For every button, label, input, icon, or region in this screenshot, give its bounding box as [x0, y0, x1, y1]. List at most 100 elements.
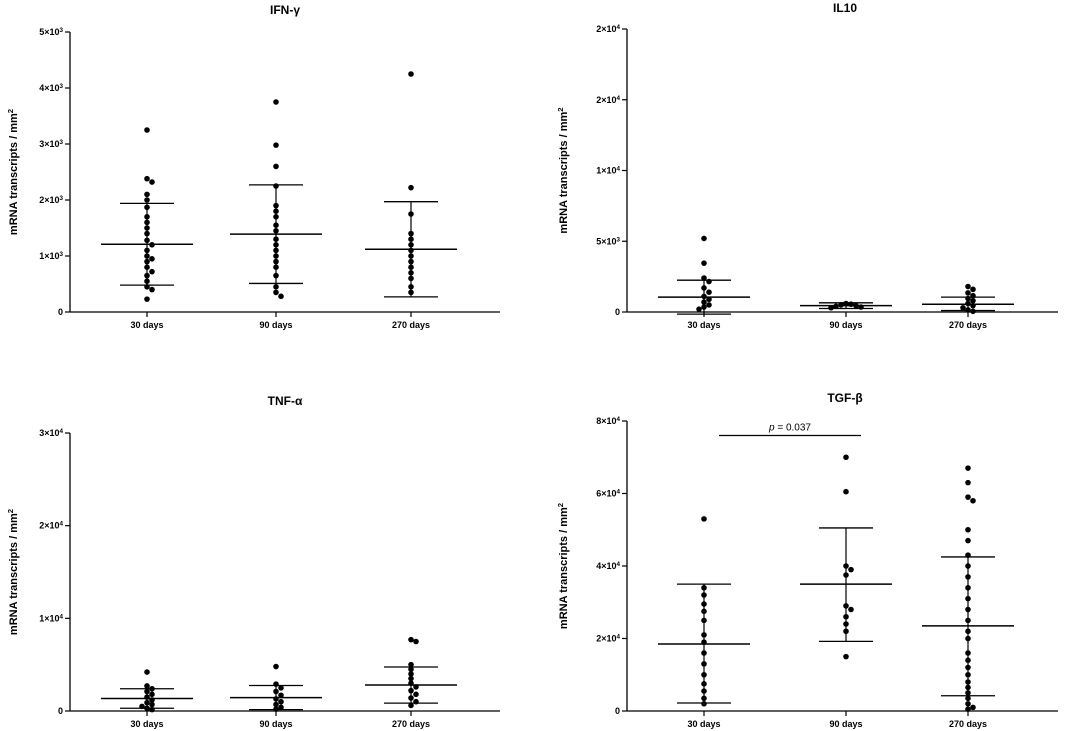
- data-point-tnf-0-4: [149, 691, 155, 698]
- data-point-tgf-2-2: [965, 494, 971, 500]
- data-point-ifn-0-1: [144, 175, 150, 182]
- panel-il10: IL10 mRNA transcripts / mm2 0 5×103 1×104 2×1…: [556, 1, 1058, 330]
- x-tick-label-il10-0: 30 days: [687, 320, 720, 330]
- data-point-il10-0-2: [701, 275, 707, 281]
- x-tick-label-tgf-2: 270 days: [949, 719, 987, 729]
- data-point-tnf-2-12: [408, 702, 414, 709]
- series-il10-1: [800, 300, 892, 311]
- chart-title-il10: IL10: [833, 1, 857, 15]
- series-il10-0: [658, 235, 750, 315]
- y-tick-label-ifn-2: 2×103: [39, 195, 63, 206]
- data-point-ifn-0-4: [144, 197, 150, 203]
- data-point-tgf-2-0: [965, 465, 971, 471]
- series-tnf-2: [365, 636, 457, 709]
- data-point-tgf-1-3: [848, 566, 854, 573]
- significance-label-tgf: p = 0.037: [768, 423, 811, 434]
- data-point-ifn-2-0: [408, 71, 414, 77]
- data-point-ifn-0-22: [144, 296, 150, 302]
- data-point-ifn-1-0: [273, 99, 279, 105]
- y-tick-label-tgf-0: 0: [615, 706, 620, 716]
- data-point-tnf-1-8: [278, 704, 284, 711]
- panel-tgf: TGF-β mRNA transcripts / mm2 0 2×104 4×104 6×…: [556, 391, 1058, 729]
- data-point-ifn-0-17: [149, 268, 155, 275]
- data-point-ifn-1-18: [278, 293, 284, 300]
- y-axis-label-tnf: mRNA transcripts / mm2: [6, 509, 21, 635]
- data-point-tnf-2-9: [413, 691, 419, 698]
- y-tick-label-il10-1: 5×103: [596, 236, 620, 247]
- y-tick-label-ifn-4: 4×103: [39, 83, 63, 94]
- data-point-ifn-1-2: [273, 163, 279, 170]
- data-point-tgf-2-24: [970, 704, 976, 711]
- y-tick-label-tnf-0: 0: [58, 706, 63, 716]
- data-point-tgf-0-0: [701, 516, 707, 522]
- y-tick-label-tgf-1: 2×104: [596, 633, 620, 644]
- y-axis-label-tgf: mRNA transcripts / mm2: [556, 503, 571, 629]
- data-point-tnf-1-4: [278, 692, 284, 699]
- series-tgf-2: [922, 465, 1014, 712]
- data-point-il10-2-10: [970, 308, 976, 315]
- data-point-il10-2-5: [970, 297, 976, 304]
- y-tick-label-tnf-3: 3×104: [39, 428, 63, 439]
- series-tnf-0: [101, 669, 193, 713]
- data-point-tnf-2-2: [408, 661, 414, 668]
- y-tick-label-tgf-2: 4×104: [596, 561, 620, 572]
- data-point-il10-2-8: [960, 304, 966, 311]
- data-point-il10-0-5: [706, 289, 712, 295]
- chart-title-ifn: IFN-γ: [270, 3, 300, 17]
- data-point-tgf-2-23: [965, 700, 971, 707]
- y-tick-label-tgf-3: 6×104: [596, 488, 620, 499]
- data-point-tgf-2-1: [965, 479, 971, 486]
- x-tick-label-il10-2: 270 days: [949, 320, 987, 330]
- data-point-tnf-0-8: [149, 701, 155, 708]
- chart-title-tgf: TGF-β: [827, 391, 862, 405]
- data-point-tnf-2-1: [413, 638, 419, 645]
- series-il10-2: [922, 283, 1014, 315]
- data-point-il10-0-9: [706, 302, 712, 308]
- y-axis-label-il10: mRNA transcripts / mm2: [556, 107, 571, 233]
- data-point-ifn-0-0: [144, 127, 150, 133]
- data-point-tnf-2-0: [408, 636, 414, 643]
- panel-ifn: IFN-γ mRNA transcripts / mm2 0 1×103 2×103 3×…: [6, 3, 500, 330]
- data-point-ifn-2-1: [408, 184, 414, 191]
- data-point-il10-2-0: [965, 283, 971, 290]
- data-point-ifn-0-14: [149, 255, 155, 262]
- x-tick-label-tgf-1: 90 days: [829, 719, 862, 729]
- series-tnf-1: [230, 663, 322, 712]
- data-point-tgf-1-1: [843, 488, 849, 495]
- data-point-tgf-2-25: [965, 706, 971, 712]
- data-point-tgf-2-22: [965, 695, 971, 702]
- data-point-ifn-1-16: [273, 284, 279, 290]
- x-tick-label-tgf-0: 30 days: [687, 719, 720, 729]
- panel-tnf: TNF-α mRNA transcripts / mm2 0 1×104 2×104 3×…: [6, 394, 500, 729]
- data-point-tgf-0-14: [701, 700, 707, 707]
- y-tick-label-il10-4: 2×104: [596, 24, 620, 35]
- data-point-ifn-1-17: [273, 289, 279, 296]
- x-tick-label-ifn-1: 90 days: [259, 320, 292, 330]
- series-ifn-2: [365, 71, 457, 298]
- y-tick-label-tnf-2: 2×104: [39, 520, 63, 531]
- data-point-ifn-0-2: [149, 179, 155, 185]
- x-tick-label-tnf-0: 30 days: [130, 719, 163, 729]
- data-point-tgf-2-4: [965, 526, 971, 533]
- series-ifn-1: [230, 99, 322, 300]
- data-point-tgf-2-5: [965, 537, 971, 544]
- x-tick-label-il10-1: 90 days: [829, 320, 862, 330]
- data-point-tgf-1-0: [843, 454, 849, 461]
- y-tick-label-il10-0: 0: [615, 307, 620, 317]
- data-point-ifn-0-21: [149, 286, 155, 293]
- y-tick-label-ifn-3: 3×103: [39, 139, 63, 150]
- data-point-il10-2-2: [965, 290, 971, 296]
- x-tick-label-tnf-1: 90 days: [259, 719, 292, 729]
- data-point-tnf-1-6: [278, 698, 284, 705]
- series-ifn-0: [101, 127, 193, 302]
- data-point-il10-2-1: [970, 286, 976, 293]
- y-tick-label-il10-3: 2×104: [596, 94, 620, 105]
- y-axis-label-ifn: mRNA transcripts / mm2: [6, 109, 21, 235]
- y-tick-label-ifn-5: 5×103: [39, 27, 63, 38]
- data-point-il10-0-0: [701, 235, 707, 242]
- x-tick-label-tnf-2: 270 days: [392, 719, 430, 729]
- data-point-tnf-0-0: [144, 669, 150, 675]
- y-tick-label-tnf-1: 1×104: [39, 613, 63, 624]
- series-tgf-0: [658, 516, 750, 707]
- data-point-tgf-1-10: [843, 653, 849, 660]
